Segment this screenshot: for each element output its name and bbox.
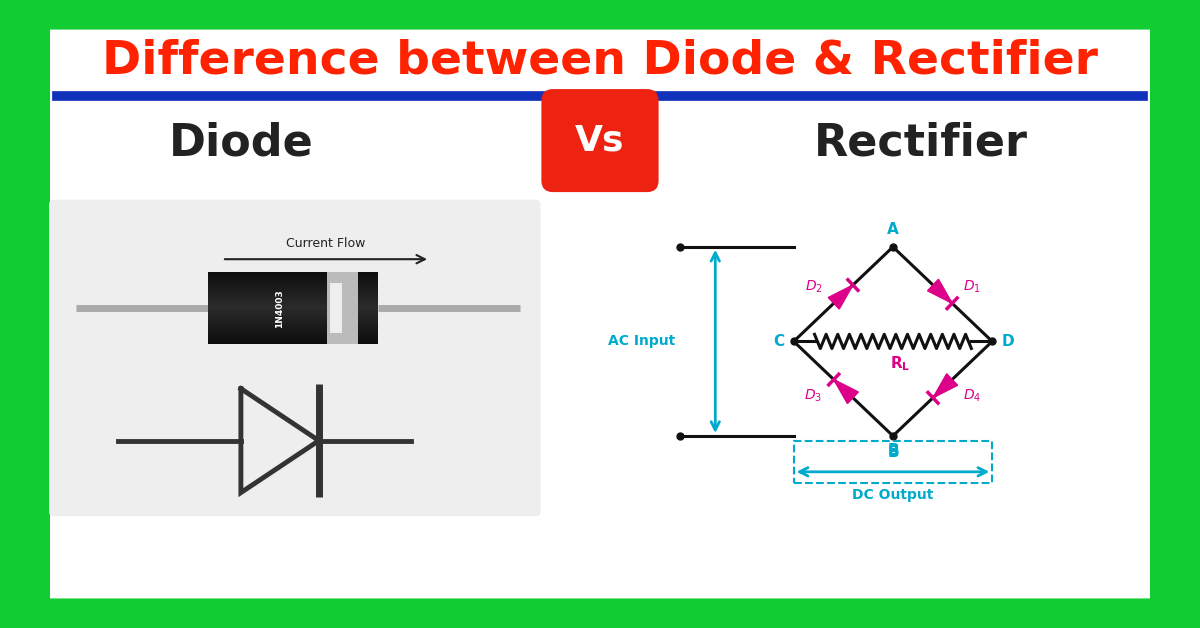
Bar xyxy=(208,306,378,308)
Polygon shape xyxy=(834,379,858,404)
Text: $D_1$: $D_1$ xyxy=(964,278,982,295)
Text: Diode: Diode xyxy=(168,121,313,165)
Bar xyxy=(208,277,378,279)
Text: C: C xyxy=(773,334,785,349)
Text: $D_3$: $D_3$ xyxy=(804,388,822,404)
Text: AC Input: AC Input xyxy=(608,334,676,349)
Bar xyxy=(208,275,378,277)
Bar xyxy=(208,291,378,294)
Bar xyxy=(208,303,378,306)
FancyBboxPatch shape xyxy=(541,89,659,192)
Text: $D_2$: $D_2$ xyxy=(805,278,822,295)
Bar xyxy=(208,342,378,344)
Bar xyxy=(208,313,378,315)
Bar xyxy=(208,330,378,332)
Bar xyxy=(208,299,378,301)
FancyBboxPatch shape xyxy=(50,30,1150,598)
Bar xyxy=(208,289,378,291)
Text: B: B xyxy=(887,445,899,460)
Text: Vs: Vs xyxy=(575,124,625,158)
Bar xyxy=(208,323,378,325)
Text: DC Output: DC Output xyxy=(852,488,934,502)
Bar xyxy=(208,340,378,342)
Bar xyxy=(208,294,378,296)
Bar xyxy=(208,337,378,340)
Bar xyxy=(208,282,378,284)
Bar xyxy=(208,301,378,303)
Text: $\mathbf{R_L}$: $\mathbf{R_L}$ xyxy=(890,355,911,373)
Bar xyxy=(326,273,358,344)
Bar xyxy=(208,287,378,289)
Bar xyxy=(208,325,378,327)
Bar xyxy=(208,284,378,287)
Bar xyxy=(208,308,378,311)
Text: Difference between Diode & Rectifier: Difference between Diode & Rectifier xyxy=(102,38,1098,84)
Bar xyxy=(208,318,378,320)
FancyBboxPatch shape xyxy=(49,200,540,516)
Bar xyxy=(208,296,378,299)
Polygon shape xyxy=(928,279,952,303)
Text: 1N4003: 1N4003 xyxy=(275,289,283,328)
Text: B: B xyxy=(887,443,899,458)
Bar xyxy=(330,283,342,333)
Text: D: D xyxy=(1002,334,1014,349)
Bar xyxy=(208,315,378,318)
Polygon shape xyxy=(828,285,853,309)
Bar xyxy=(208,327,378,330)
Bar xyxy=(793,441,992,483)
Text: A: A xyxy=(887,222,899,237)
Bar xyxy=(208,332,378,335)
Bar xyxy=(208,335,378,337)
Bar xyxy=(208,279,378,282)
Bar xyxy=(208,311,378,313)
Bar xyxy=(208,320,378,323)
Bar xyxy=(208,273,378,275)
Text: $D_4$: $D_4$ xyxy=(964,388,982,404)
Text: Rectifier: Rectifier xyxy=(815,121,1028,165)
Polygon shape xyxy=(932,374,958,398)
Text: Current Flow: Current Flow xyxy=(287,237,366,250)
